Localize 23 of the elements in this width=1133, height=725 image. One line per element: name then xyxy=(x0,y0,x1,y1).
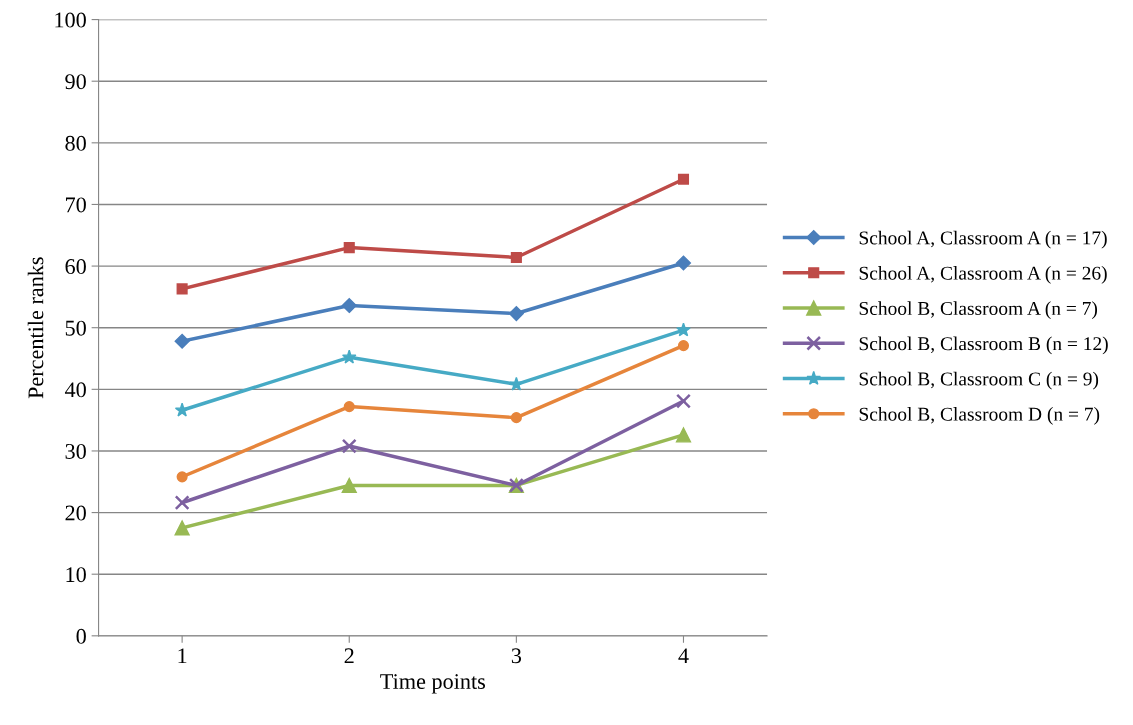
y-tick-label: 60 xyxy=(65,259,86,274)
y-axis-title: Percentile ranks xyxy=(27,257,44,399)
y-tick-label: 100 xyxy=(55,12,86,28)
legend-label: School A, Classroom A (n = 26) xyxy=(859,266,1107,284)
y-tick-label: 90 xyxy=(65,74,86,90)
y-tick-label: 80 xyxy=(65,135,86,151)
x-tick-label: 1 xyxy=(178,648,187,664)
y-tick-label: 20 xyxy=(65,505,86,521)
y-tick-label: 70 xyxy=(66,197,86,213)
legend-label: School A, Classroom A (n = 17) xyxy=(859,230,1107,249)
y-tick-label: 10 xyxy=(66,567,86,583)
x-tick-label: 3 xyxy=(511,648,522,664)
y-tick-label: 0 xyxy=(76,628,86,644)
x-tick-label: 4 xyxy=(678,648,689,664)
x-tick-label: 2 xyxy=(344,648,354,664)
y-tick-label: 50 xyxy=(65,320,86,336)
y-tick-label: 40 xyxy=(64,382,86,398)
y-tick-label: 30 xyxy=(65,443,86,459)
x-axis-title: Time points xyxy=(380,674,485,694)
legend-label: School B, Classroom A (n = 7) xyxy=(859,301,1098,319)
legend-label: School B, Classroom B (n = 12) xyxy=(859,336,1108,355)
legend-label: School B, Classroom D (n = 7) xyxy=(859,407,1100,425)
legend-label: School B, Classroom C (n = 9) xyxy=(859,371,1099,390)
